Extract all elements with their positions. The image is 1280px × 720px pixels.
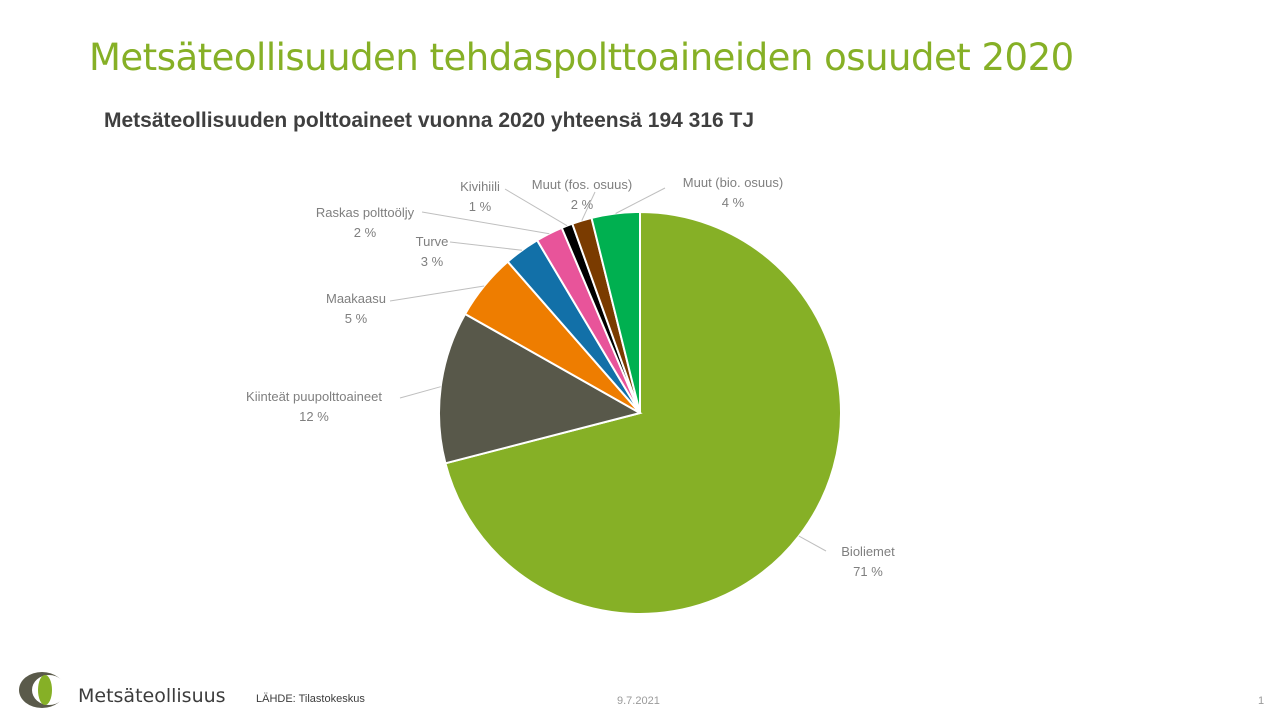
source-text: LÄHDE: Tilastokeskus <box>256 693 365 705</box>
chart-title: Metsäteollisuuden polttoaineet vuonna 20… <box>104 109 755 132</box>
brand-name: Metsäteollisuus <box>78 685 226 707</box>
slice-label-kiinteat-puupolttoaineet: Kiinteät puupolttoaineet <box>246 389 382 404</box>
leader-line-kivihiili <box>504 188 568 227</box>
leader-line-raskas-polttooljy <box>421 211 550 235</box>
leader-line-kiinteat-puupolttoaineet <box>399 386 441 399</box>
slice-label-kivihiili: Kivihiili <box>460 179 500 194</box>
leader-line-turve <box>449 241 523 251</box>
leader-line-muut-fos-osuus <box>581 191 596 221</box>
slice-value-raskas-polttooljy: 2 % <box>354 225 377 240</box>
slice-value-muut-bio-osuus: 4 % <box>722 195 745 210</box>
slice-label-muut-bio-osuus: Muut (bio. osuus) <box>683 175 783 190</box>
slice-value-turve: 3 % <box>421 254 444 269</box>
slice-label-raskas-polttooljy: Raskas polttoöljy <box>316 205 415 220</box>
slide-title: Metsäteollisuuden tehdaspolttoaineiden o… <box>89 36 1074 79</box>
slice-label-turve: Turve <box>416 234 449 249</box>
slice-value-kiinteat-puupolttoaineet: 12 % <box>299 409 329 424</box>
slice-value-muut-fos-osuus: 2 % <box>571 197 594 212</box>
leader-line-bioliemet <box>798 535 827 552</box>
slice-value-maakaasu: 5 % <box>345 311 368 326</box>
footer-date: 9.7.2021 <box>617 695 660 707</box>
page-number: 1 <box>1258 695 1265 707</box>
slice-label-muut-fos-osuus: Muut (fos. osuus) <box>532 177 632 192</box>
pie-slice-kiinteat-puupolttoaineet <box>438 312 643 465</box>
metsateollisuus-logo-icon <box>19 672 66 708</box>
slice-label-maakaasu: Maakaasu <box>326 291 386 306</box>
slice-value-kivihiili: 1 % <box>469 199 492 214</box>
leader-line-maakaasu <box>389 285 485 302</box>
slice-label-bioliemet: Bioliemet <box>841 544 895 559</box>
leader-line-muut-bio-osuus <box>615 187 666 214</box>
pie-slice-muut-bio-osuus <box>590 210 641 414</box>
slice-value-bioliemet: 71 % <box>853 564 883 579</box>
